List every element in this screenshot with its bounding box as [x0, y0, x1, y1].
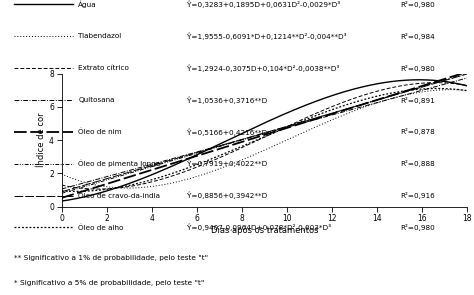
- Text: Ŷ=0,3283+0,1895D+0,0631D²-0,0029*D³: Ŷ=0,3283+0,1895D+0,0631D²-0,0029*D³: [187, 1, 340, 8]
- Text: ** Significativo a 1% de probabilidade, pelo teste "t": ** Significativo a 1% de probabilidade, …: [14, 255, 209, 261]
- Text: * Significativo a 5% de probabilidade, pelo teste "t": * Significativo a 5% de probabilidade, p…: [14, 280, 205, 286]
- Text: Óleo de pimenta longa: Óleo de pimenta longa: [78, 160, 160, 168]
- Text: R²=0,916: R²=0,916: [401, 192, 435, 199]
- Text: R²=0,980: R²=0,980: [401, 1, 435, 8]
- Text: Ŷ=1,0536+0,3716**D: Ŷ=1,0536+0,3716**D: [187, 96, 267, 104]
- Text: Óleo de nim: Óleo de nim: [78, 129, 122, 135]
- Text: Tiabendazol: Tiabendazol: [78, 33, 121, 39]
- Text: Extrato cítrico: Extrato cítrico: [78, 65, 129, 71]
- Text: Óleo de cravo-da-india: Óleo de cravo-da-india: [78, 192, 160, 199]
- Text: Ŷ=0,5166+0,4216**D: Ŷ=0,5166+0,4216**D: [187, 128, 267, 136]
- Text: R²=0,891: R²=0,891: [401, 96, 435, 104]
- Text: R²=0,888: R²=0,888: [401, 160, 435, 167]
- Y-axis label: Índice de cor: Índice de cor: [37, 113, 46, 168]
- Text: Ŷ=0,8856+0,3942**D: Ŷ=0,8856+0,3942**D: [187, 192, 267, 199]
- Text: Quitosana: Quitosana: [78, 97, 115, 103]
- Text: R²=0,984: R²=0,984: [401, 33, 435, 40]
- Text: Óleo de alho: Óleo de alho: [78, 224, 124, 231]
- Text: Ŷ=0,7919+0,4022**D: Ŷ=0,7919+0,4022**D: [187, 160, 267, 168]
- Text: R²=0,980: R²=0,980: [401, 224, 435, 231]
- Text: Água: Água: [78, 1, 97, 8]
- X-axis label: Dias após os tratamentos: Dias após os tratamentos: [210, 226, 318, 235]
- Text: Ŷ=1,2924-0,3075D+0,104*D²-0,0038**D³: Ŷ=1,2924-0,3075D+0,104*D²-0,0038**D³: [187, 64, 339, 72]
- Text: R²=0,878: R²=0,878: [401, 128, 435, 135]
- Text: Ŷ=0,9407-0,0964D+0,078*D²-0,003*D³: Ŷ=0,9407-0,0964D+0,078*D²-0,003*D³: [187, 224, 331, 231]
- Text: R²=0,980: R²=0,980: [401, 65, 435, 72]
- Text: Ŷ=1,9555-0,6091*D+0,1214**D²-0,004**D³: Ŷ=1,9555-0,6091*D+0,1214**D²-0,004**D³: [187, 32, 346, 40]
